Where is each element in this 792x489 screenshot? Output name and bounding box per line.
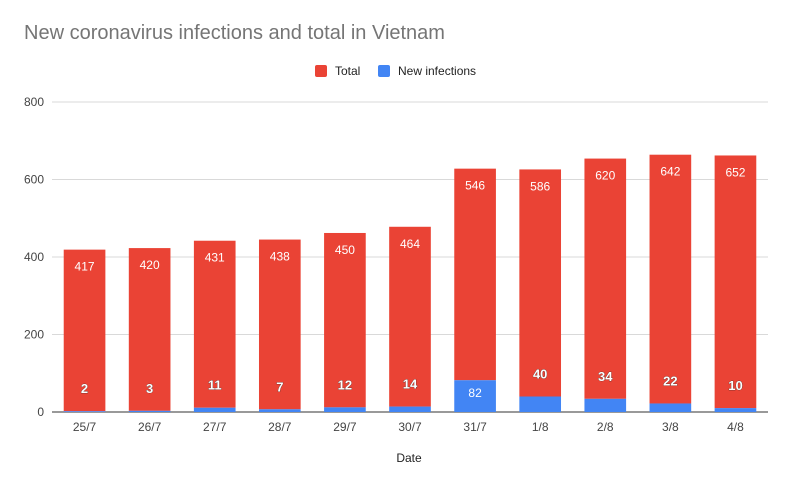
bar-total (454, 168, 496, 381)
data-label-new-infections: 34 (598, 369, 613, 384)
data-label-total: 652 (725, 165, 745, 179)
legend-item-total: Total (315, 64, 360, 78)
bar-total (389, 226, 431, 407)
data-label-new-infections: 40 (533, 367, 547, 382)
data-label-new-infections: 12 (338, 377, 352, 392)
x-tick-label: 2/8 (597, 420, 614, 434)
x-axis-label: Date (396, 451, 422, 465)
y-tick-label: 800 (24, 95, 44, 109)
bar-new-infections (649, 403, 692, 412)
legend-swatch-total (315, 65, 327, 77)
data-label-total: 642 (660, 165, 680, 179)
data-label-total: 420 (140, 258, 160, 272)
data-label-total: 417 (75, 260, 95, 274)
bar-new-infections (584, 398, 627, 412)
data-label-new-infections: 10 (728, 378, 742, 393)
data-label-new-infections: 7 (276, 379, 283, 394)
data-label-total: 620 (595, 169, 615, 183)
x-axis-ticks: 25/7 26/7 27/7 28/7 29/7 30/7 31/7 1/8 2/8 3/8 4/8 (73, 420, 744, 434)
legend-item-new-infections: New infections (378, 64, 476, 78)
data-label-new-infections: 22 (663, 373, 677, 388)
y-tick-label: 200 (24, 328, 44, 342)
data-label-total: 431 (205, 251, 225, 265)
bar-total (128, 248, 171, 411)
x-tick-label: 28/7 (268, 420, 292, 434)
x-tick-label: 30/7 (398, 420, 422, 434)
data-label-new-infections: 11 (208, 378, 222, 393)
bar-new-infections (519, 396, 562, 412)
bar-total (193, 240, 236, 408)
y-tick-label: 400 (24, 250, 44, 264)
bar-new-infections (63, 411, 106, 412)
data-label-total: 464 (400, 237, 420, 251)
bar-total (519, 169, 562, 397)
data-label-new-infections: 14 (403, 377, 418, 392)
legend: Total New infections (0, 64, 792, 80)
data-label-total: 586 (530, 179, 550, 193)
bar-new-infections (258, 409, 301, 412)
bar-total (584, 158, 627, 399)
data-label-new-infections: 82 (468, 386, 482, 400)
x-tick-label: 26/7 (138, 420, 162, 434)
bar-new-infections (128, 410, 171, 412)
data-label-new-infections: 3 (146, 381, 153, 396)
y-tick-label: 0 (37, 405, 44, 419)
bar-new-infections (454, 380, 496, 412)
x-tick-label: 27/7 (203, 420, 227, 434)
bars: 417 2 420 3 431 11 438 7 450 12 464 14 546 82 586 40 620… (63, 154, 757, 412)
bar-total (258, 239, 301, 410)
legend-swatch-new-infections (378, 65, 390, 77)
data-label-new-infections: 2 (81, 381, 88, 396)
legend-label-new-infections: New infections (398, 64, 477, 78)
chart-title: New coronavirus infections and total in … (24, 22, 445, 44)
bar-total (714, 155, 757, 409)
x-tick-label: 31/7 (463, 420, 487, 434)
x-tick-label: 3/8 (662, 420, 679, 434)
y-tick-label: 600 (24, 173, 44, 187)
legend-label-total: Total (335, 64, 361, 78)
data-label-total: 546 (465, 179, 485, 193)
x-tick-label: 1/8 (532, 420, 549, 434)
x-tick-label: 25/7 (73, 420, 97, 434)
bar-total (324, 232, 366, 408)
bar-total (63, 249, 106, 412)
bar-new-infections (389, 406, 431, 412)
bar-new-infections (193, 407, 236, 412)
data-label-total: 438 (270, 250, 290, 264)
x-tick-label: 29/7 (333, 420, 357, 434)
data-label-total: 450 (335, 243, 355, 257)
x-tick-label: 4/8 (727, 420, 744, 434)
bar-new-infections (324, 407, 366, 412)
y-axis-ticks: 0 200 400 600 800 (24, 95, 44, 419)
bar-total (649, 154, 692, 404)
bar-new-infections (714, 408, 757, 412)
